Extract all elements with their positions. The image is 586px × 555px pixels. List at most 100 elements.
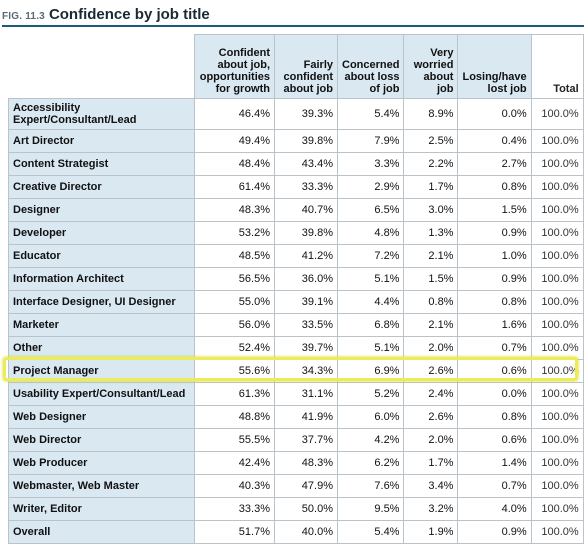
figure-title-text: Confidence by job title — [48, 6, 210, 23]
column-header-line: worried — [413, 59, 454, 71]
cell-very-worried: 1.3% — [403, 221, 459, 245]
column-header-line: lost job — [487, 83, 527, 95]
cell-total: 100.0% — [530, 520, 584, 544]
row-label: Designer — [8, 198, 195, 222]
cell-losing-job: 0.8% — [457, 405, 532, 429]
row-label: Writer, Editor — [8, 497, 195, 521]
row-label: Web Producer — [8, 451, 195, 475]
cell-total: 100.0% — [530, 198, 584, 222]
column-header-concerned: Concerned about loss of job — [336, 34, 405, 99]
cell-very-worried: 0.8% — [403, 290, 459, 314]
table-row-art-director: Art Director 49.4% 39.8% 7.9% 2.5% 0.4% 100.0% — [8, 129, 584, 153]
cell-losing-job: 0.9% — [457, 221, 532, 245]
cell-confident-growth: 53.2% — [194, 221, 275, 245]
cell-losing-job: 2.7% — [457, 152, 532, 176]
row-label: Marketer — [8, 313, 195, 337]
cell-confident-growth: 52.4% — [194, 336, 275, 360]
cell-fairly-confident: 39.8% — [274, 129, 338, 153]
cell-concerned: 4.8% — [336, 221, 405, 245]
cell-confident-growth: 42.4% — [194, 451, 275, 475]
cell-total: 100.0% — [530, 336, 584, 360]
cell-very-worried: 2.5% — [403, 129, 459, 153]
cell-fairly-confident: 48.3% — [274, 451, 338, 475]
cell-concerned: 7.9% — [336, 129, 405, 153]
cell-concerned: 6.5% — [336, 198, 405, 222]
cell-total: 100.0% — [530, 98, 584, 130]
cell-total: 100.0% — [530, 129, 584, 153]
title-rule — [2, 25, 584, 27]
cell-fairly-confident: 37.7% — [274, 428, 338, 452]
row-label: Interface Designer, UI Designer — [8, 290, 195, 314]
cell-losing-job: 1.6% — [457, 313, 532, 337]
cell-concerned: 4.4% — [336, 290, 405, 314]
row-label: Content Strategist — [8, 152, 195, 176]
table-row-other: Other 52.4% 39.7% 5.1% 2.0% 0.7% 100.0% — [8, 336, 584, 360]
table-row-project-manager: Project Manager 55.6% 34.3% 6.9% 2.6% 0.6% 100… — [8, 359, 584, 383]
cell-very-worried: 3.0% — [403, 198, 459, 222]
cell-concerned: 5.4% — [336, 520, 405, 544]
row-label: Creative Director — [8, 175, 195, 199]
cell-concerned: 6.2% — [336, 451, 405, 475]
cell-losing-job: 0.8% — [457, 290, 532, 314]
row-label: Art Director — [8, 129, 195, 153]
table-row-writer-editor: Writer, Editor 33.3% 50.0% 9.5% 3.2% 4.0% 100.… — [8, 497, 584, 521]
cell-losing-job: 0.9% — [457, 267, 532, 291]
column-header-line: job — [436, 83, 454, 95]
column-header-line: of job — [369, 83, 400, 95]
table-row-creative-director: Creative Director 61.4% 33.3% 2.9% 1.7% 0.8% 1… — [8, 175, 584, 199]
figure-title: FIG. 11.3 Confidence by job title — [2, 6, 210, 23]
cell-very-worried: 2.2% — [403, 152, 459, 176]
column-header-very-worried: Very worried about job — [403, 34, 459, 99]
cell-confident-growth: 61.3% — [194, 382, 275, 406]
cell-fairly-confident: 39.7% — [274, 336, 338, 360]
cell-fairly-confident: 41.2% — [274, 244, 338, 268]
column-header-line: Concerned — [342, 59, 400, 71]
cell-total: 100.0% — [530, 428, 584, 452]
cell-fairly-confident: 39.1% — [274, 290, 338, 314]
row-label: Information Architect — [8, 267, 195, 291]
cell-concerned: 7.2% — [336, 244, 405, 268]
cell-concerned: 7.6% — [336, 474, 405, 498]
row-label: Overall — [8, 520, 195, 544]
row-label-line: Accessibility — [13, 102, 81, 114]
confidence-table: Confident about job, opportunities for grow… — [8, 34, 584, 544]
cell-confident-growth: 56.5% — [194, 267, 275, 291]
column-header-losing-job: Losing/have lost job — [457, 34, 532, 99]
cell-confident-growth: 55.5% — [194, 428, 275, 452]
cell-confident-growth: 61.4% — [194, 175, 275, 199]
cell-very-worried: 3.4% — [403, 474, 459, 498]
cell-confident-growth: 55.6% — [194, 359, 275, 383]
cell-very-worried: 8.9% — [403, 98, 459, 130]
row-label: Educator — [8, 244, 195, 268]
column-header-line: Total — [553, 83, 579, 95]
column-header-total: Total — [530, 34, 584, 99]
cell-losing-job: 0.6% — [457, 359, 532, 383]
row-label: Other — [8, 336, 195, 360]
cell-very-worried: 1.7% — [403, 175, 459, 199]
table-row-overall: Overall 51.7% 40.0% 5.4% 1.9% 0.9% 100.0% — [8, 520, 584, 544]
row-label: Project Manager — [8, 359, 195, 383]
cell-fairly-confident: 33.5% — [274, 313, 338, 337]
column-header-line: for growth — [215, 83, 270, 95]
cell-very-worried: 1.5% — [403, 267, 459, 291]
cell-very-worried: 2.1% — [403, 313, 459, 337]
cell-losing-job: 0.8% — [457, 175, 532, 199]
column-header-confident-growth: Confident about job, opportunities for grow… — [194, 34, 275, 99]
cell-fairly-confident: 33.3% — [274, 175, 338, 199]
cell-total: 100.0% — [530, 359, 584, 383]
cell-fairly-confident: 40.0% — [274, 520, 338, 544]
cell-losing-job: 0.7% — [457, 336, 532, 360]
row-label: Accessibility Expert/Consultant/Lead — [8, 98, 195, 130]
row-label: Web Director — [8, 428, 195, 452]
cell-losing-job: 1.5% — [457, 198, 532, 222]
row-label: Developer — [8, 221, 195, 245]
cell-concerned: 5.1% — [336, 267, 405, 291]
cell-confident-growth: 48.5% — [194, 244, 275, 268]
cell-total: 100.0% — [530, 175, 584, 199]
corner-cell — [8, 34, 195, 99]
cell-very-worried: 1.9% — [403, 520, 459, 544]
cell-concerned: 9.5% — [336, 497, 405, 521]
cell-total: 100.0% — [530, 474, 584, 498]
cell-total: 100.0% — [530, 290, 584, 314]
cell-concerned: 5.1% — [336, 336, 405, 360]
